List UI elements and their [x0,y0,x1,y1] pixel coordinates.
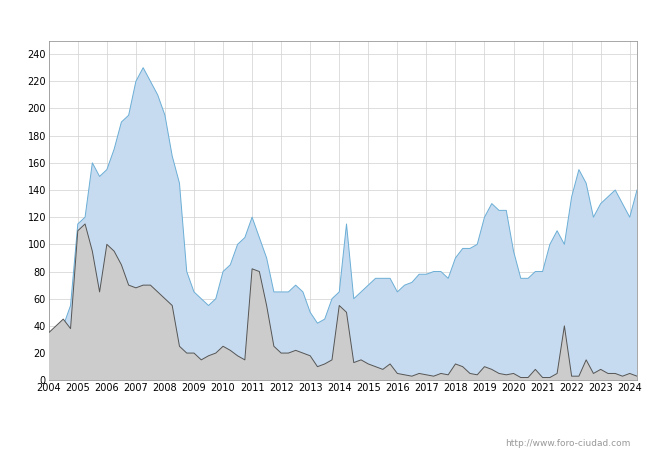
Text: http://www.foro-ciudad.com: http://www.foro-ciudad.com [505,439,630,448]
Text: Sant Feliu de Guíxols - Evolucion del Nº de Transacciones Inmobiliarias: Sant Feliu de Guíxols - Evolucion del Nº… [104,12,546,25]
